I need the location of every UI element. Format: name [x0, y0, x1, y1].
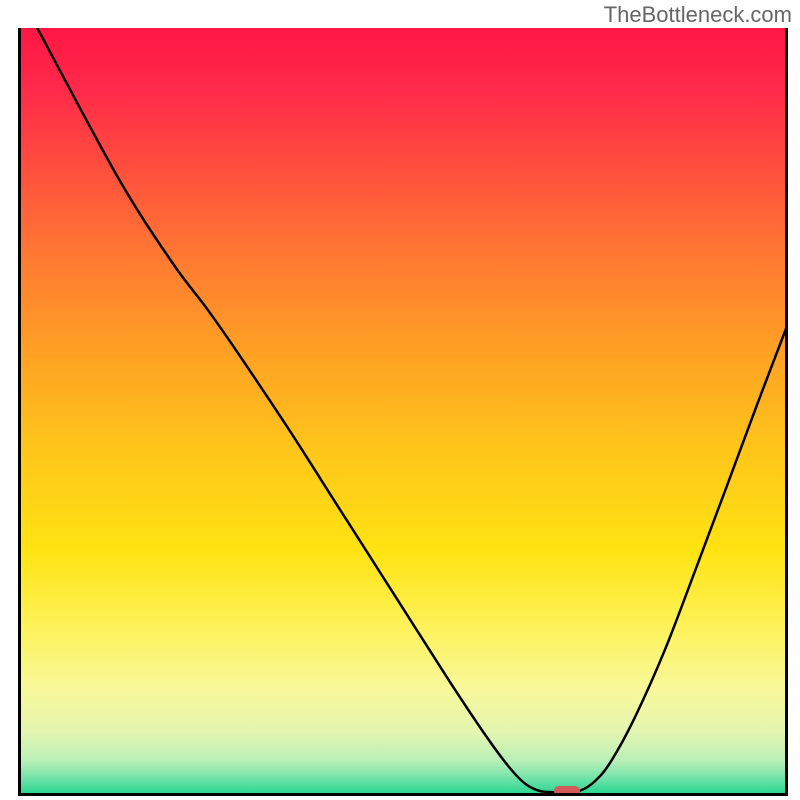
chart-container: TheBottleneck.com	[0, 0, 800, 800]
gradient-background	[18, 28, 788, 796]
chart-svg	[18, 28, 788, 796]
watermark-text: TheBottleneck.com	[604, 2, 792, 28]
chart-area	[18, 28, 788, 796]
